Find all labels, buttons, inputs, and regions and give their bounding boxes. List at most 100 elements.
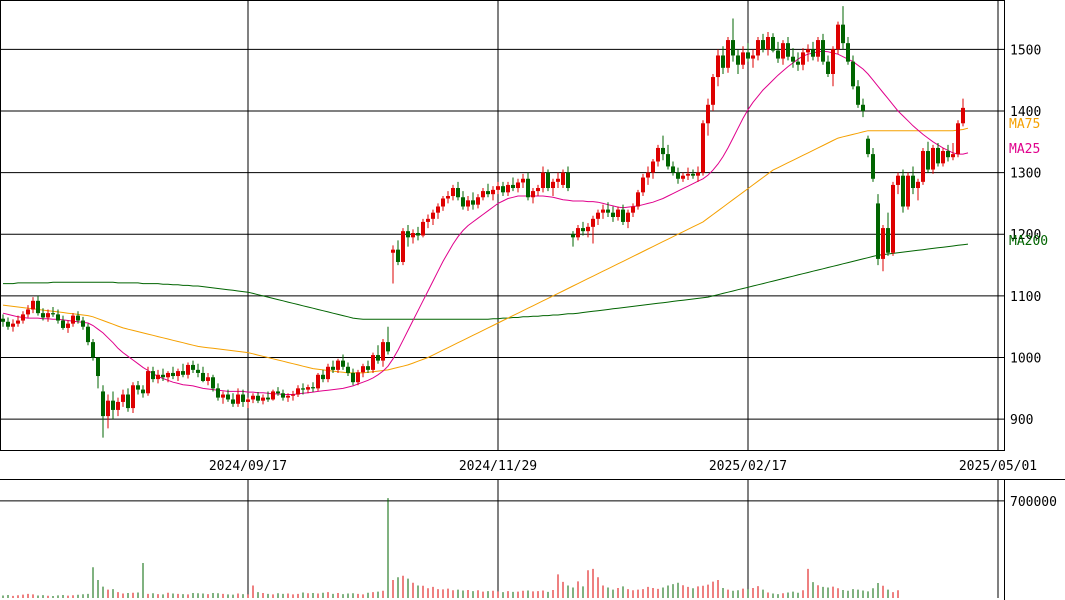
candle-body (156, 374, 160, 380)
candle-body (346, 366, 350, 373)
candle-body (426, 218, 430, 222)
candle-body (61, 320, 65, 328)
candle-body (801, 52, 805, 65)
candle-body (416, 233, 420, 236)
candle-body (486, 191, 490, 195)
candle-body (616, 209, 620, 217)
candle-body (896, 175, 900, 185)
candle-body (621, 209, 625, 222)
candle-body (906, 175, 910, 207)
candle-body (796, 61, 800, 65)
candle-body (681, 175, 685, 179)
candle-body (731, 40, 735, 56)
candle-body (916, 181, 920, 189)
candle-body (701, 123, 705, 173)
candle-body (881, 228, 885, 259)
candle-body (236, 394, 240, 404)
candle-body (171, 372, 175, 377)
candle-body (71, 315, 75, 324)
candle-body (391, 249, 395, 253)
candle-body (11, 323, 15, 327)
candle-body (531, 191, 535, 198)
candle-body (261, 397, 265, 401)
legend-ma200: MA200 (1009, 234, 1048, 249)
candle-body (66, 323, 70, 328)
candle-body (586, 226, 590, 232)
candle-body (1, 318, 5, 322)
candle-body (131, 385, 135, 409)
candle-body (831, 49, 835, 74)
candle-body (326, 366, 330, 380)
price-tick-label: 1400 (1010, 105, 1041, 120)
candle-body (251, 395, 255, 400)
candle-body (446, 196, 450, 199)
candle-body (816, 40, 820, 57)
price-axis-labels: 900 1000 1100 1200 1300 1400 1500 (1010, 43, 1041, 428)
candle-body (726, 40, 730, 68)
candle-body (576, 228, 580, 238)
candle-body (96, 357, 100, 377)
candle-body (781, 43, 785, 59)
candle-body (761, 40, 765, 50)
candle-body (41, 313, 45, 318)
candle-body (76, 315, 80, 321)
candle-body (441, 198, 445, 207)
date-tick-label: 2025/02/17 (709, 459, 787, 474)
candle-body (686, 173, 690, 176)
candle-body (166, 372, 170, 378)
candle-body (551, 181, 555, 189)
candle-body (536, 188, 540, 192)
candle-body (341, 360, 345, 367)
candle-body (941, 151, 945, 164)
candle-body (491, 189, 495, 195)
candle-body (206, 377, 210, 381)
candle-body (626, 212, 630, 222)
candle-body (736, 55, 740, 65)
candle-body (926, 151, 930, 170)
volume-tick-label: 700000 (1010, 495, 1057, 510)
candle-body (806, 49, 810, 53)
candle-body (961, 107, 965, 124)
candle-body (421, 221, 425, 236)
candle-body (456, 188, 460, 198)
candle-body (871, 154, 875, 179)
candle-body (756, 40, 760, 56)
candle-body (471, 200, 475, 205)
candle-body (6, 321, 10, 327)
candle-body (201, 372, 205, 381)
candle-body (366, 366, 370, 370)
candle-body (466, 200, 470, 207)
candle-body (376, 355, 380, 361)
candle-body (741, 52, 745, 65)
candle-body (101, 391, 105, 417)
candle-body (516, 182, 520, 189)
candle-body (106, 400, 110, 417)
candle-body (81, 320, 85, 327)
candle-body (91, 342, 95, 358)
candle-body (931, 147, 935, 170)
candle-body (846, 43, 850, 62)
price-tick-label: 1100 (1010, 290, 1041, 305)
legend-ma25: MA25 (1009, 142, 1040, 157)
candle-body (676, 172, 680, 179)
candle-body (691, 173, 695, 176)
candle-body (381, 342, 385, 361)
candle-body (866, 138, 870, 155)
candle-body (146, 371, 150, 394)
candle-body (281, 393, 285, 398)
candle-body (46, 313, 50, 318)
candle-body (291, 394, 295, 396)
candle-body (186, 364, 190, 375)
candle-body (641, 177, 645, 193)
ma200-line (3, 243, 969, 320)
candle-body (766, 36, 770, 50)
candle-body (746, 52, 750, 59)
candle-body (181, 371, 185, 375)
candle-body (221, 394, 225, 398)
candle-body (951, 154, 955, 158)
price-grid (0, 0, 1004, 450)
candle-body (56, 314, 60, 321)
candle-body (911, 175, 915, 189)
candle-body (136, 385, 140, 390)
